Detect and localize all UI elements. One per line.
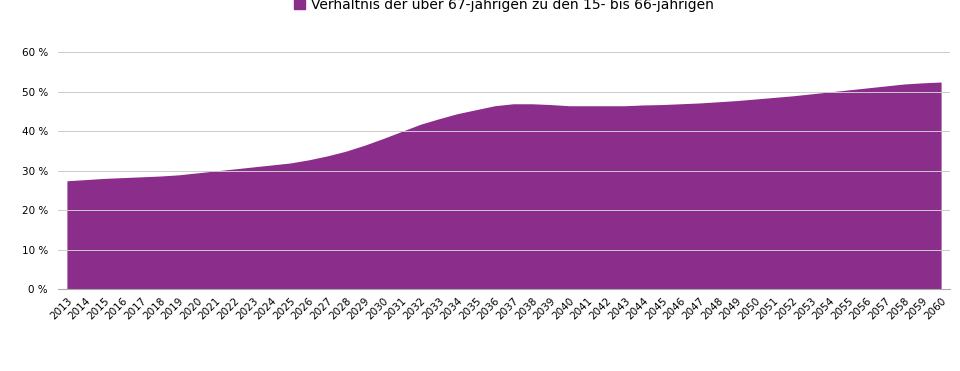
Legend: Verhältnis der über 67-jährigen zu den 15- bis 66-jährigen: Verhältnis der über 67-jährigen zu den 1… [294,0,714,12]
